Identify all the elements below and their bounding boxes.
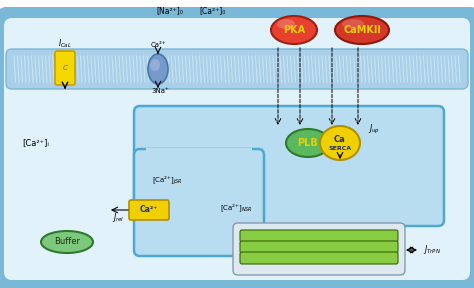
- FancyBboxPatch shape: [129, 200, 169, 220]
- Ellipse shape: [342, 19, 364, 29]
- Text: SERCA: SERCA: [328, 147, 352, 151]
- Ellipse shape: [150, 59, 160, 71]
- FancyBboxPatch shape: [134, 106, 444, 226]
- FancyBboxPatch shape: [4, 18, 470, 280]
- Text: Ca: Ca: [334, 135, 346, 145]
- Text: $J_{rel}$: $J_{rel}$: [112, 211, 124, 224]
- Text: PKA: PKA: [283, 25, 305, 35]
- FancyBboxPatch shape: [240, 230, 398, 242]
- FancyBboxPatch shape: [146, 148, 252, 178]
- Text: Ca²⁺: Ca²⁺: [140, 206, 158, 215]
- Text: $J_{TrPN}$: $J_{TrPN}$: [423, 243, 441, 257]
- FancyBboxPatch shape: [0, 8, 474, 288]
- Ellipse shape: [320, 126, 360, 160]
- Text: [Ca²⁺]$_{JSR}$: [Ca²⁺]$_{JSR}$: [152, 175, 182, 187]
- Text: Buffer: Buffer: [54, 238, 80, 247]
- FancyBboxPatch shape: [6, 49, 468, 89]
- Ellipse shape: [286, 129, 330, 157]
- Text: $I_{CaL}$: $I_{CaL}$: [58, 38, 72, 50]
- FancyBboxPatch shape: [55, 51, 75, 85]
- Text: Ca²⁺: Ca²⁺: [150, 42, 166, 48]
- FancyBboxPatch shape: [240, 252, 398, 264]
- FancyBboxPatch shape: [240, 241, 398, 253]
- Text: [Ca²⁺]$_{NSR}$: [Ca²⁺]$_{NSR}$: [220, 202, 253, 214]
- Text: PLB: PLB: [298, 138, 319, 148]
- Ellipse shape: [271, 16, 317, 44]
- FancyBboxPatch shape: [134, 149, 264, 256]
- Ellipse shape: [41, 231, 93, 253]
- Text: [Ca²⁺]₀: [Ca²⁺]₀: [200, 6, 226, 15]
- Text: C: C: [63, 65, 67, 71]
- Text: $J_{up}$: $J_{up}$: [368, 123, 380, 137]
- Text: [Ca²⁺]ᵢ: [Ca²⁺]ᵢ: [22, 138, 49, 147]
- FancyBboxPatch shape: [233, 223, 405, 275]
- Text: [Na²⁺]₀: [Na²⁺]₀: [156, 6, 183, 15]
- Ellipse shape: [148, 54, 168, 84]
- Ellipse shape: [335, 16, 389, 44]
- Text: CaMKII: CaMKII: [343, 25, 381, 35]
- Ellipse shape: [277, 19, 295, 29]
- Text: 3Na⁺: 3Na⁺: [151, 88, 169, 94]
